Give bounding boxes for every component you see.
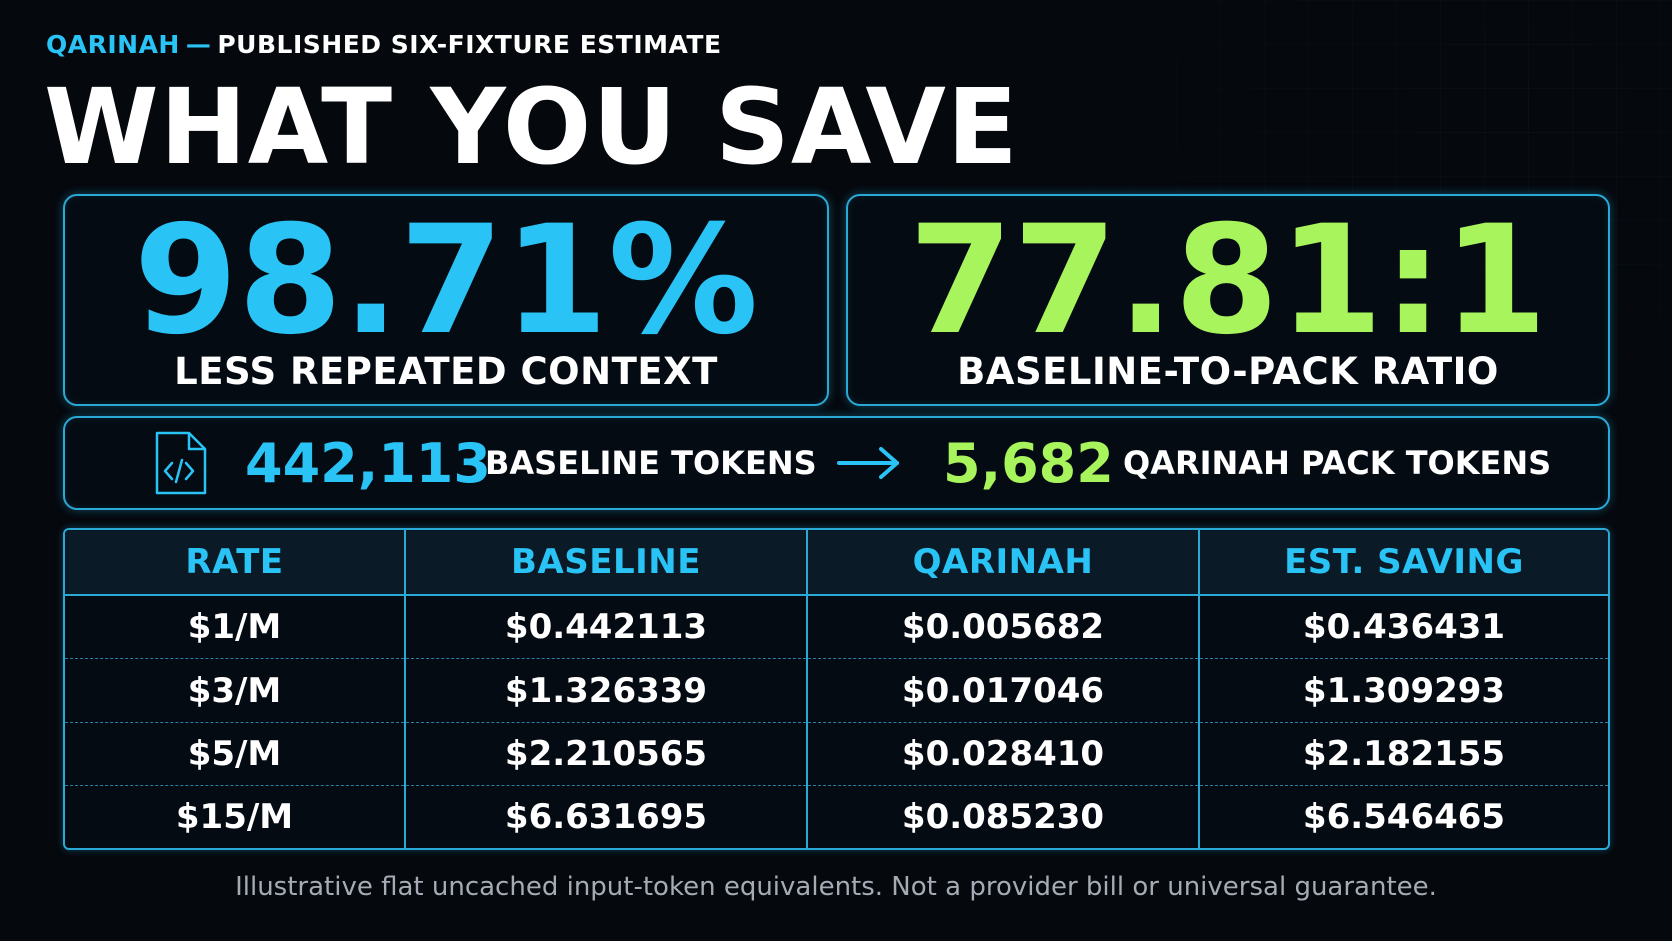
table-cell: $5/M: [65, 722, 406, 786]
ratio-value: 77.81:1: [908, 194, 1548, 368]
table-row: $5/M $2.210565 $0.028410 $2.182155: [65, 722, 1608, 786]
table-cell: $1.309293: [1199, 658, 1608, 723]
token-comparison-strip: 442,113 BASELINE TOKENS 5,682 QARINAH PA…: [63, 416, 1610, 510]
table-cell: $2.182155: [1199, 722, 1608, 786]
arrow-right-icon: [835, 418, 905, 508]
page-kicker: QARINAH — PUBLISHED SIX-FIXTURE ESTIMATE: [46, 30, 722, 59]
table-cell: $15/M: [65, 785, 406, 848]
table-cell: $1/M: [65, 595, 406, 660]
table-cell: $0.028410: [807, 722, 1200, 786]
kicker-text: PUBLISHED SIX-FIXTURE ESTIMATE: [217, 30, 722, 59]
baseline-token-label: BASELINE TOKENS: [485, 444, 817, 482]
table-cell: $0.017046: [807, 658, 1200, 723]
table-cell: $0.442113: [405, 595, 808, 660]
table-row: $15/M $6.631695 $0.085230 $6.546465: [65, 785, 1608, 848]
disclaimer-footnote: Illustrative flat uncached input-token e…: [235, 872, 1437, 902]
reduction-label: LESS REPEATED CONTEXT: [174, 350, 718, 393]
table-cell: $2.210565: [405, 722, 808, 786]
column-header-baseline: BASELINE: [405, 530, 808, 596]
table-cell: $6.631695: [405, 785, 808, 848]
ratio-label: BASELINE-TO-PACK RATIO: [957, 350, 1499, 393]
column-header-rate: RATE: [65, 530, 406, 596]
code-file-icon: [155, 431, 207, 495]
table-cell: $0.085230: [807, 785, 1200, 848]
table-row: $3/M $1.326339 $0.017046 $1.309293: [65, 658, 1608, 723]
page-title: WHAT YOU SAVE: [44, 66, 1019, 188]
kicker-separator: —: [185, 30, 212, 59]
column-header-saving: EST. SAVING: [1199, 530, 1608, 596]
pack-token-count: 5,682: [943, 431, 1114, 495]
table-cell: $3/M: [65, 658, 406, 723]
savings-table: RATE BASELINE QARINAH EST. SAVING $1/M $…: [63, 528, 1610, 850]
table-row: $1/M $0.442113 $0.005682 $0.436431: [65, 595, 1608, 660]
baseline-token-count: 442,113: [245, 431, 491, 495]
table-cell: $0.436431: [1199, 595, 1608, 660]
ratio-stat-card: 77.81:1 BASELINE-TO-PACK RATIO: [846, 194, 1610, 406]
table-cell: $6.546465: [1302, 796, 1506, 837]
column-header-qarinah: QARINAH: [807, 530, 1200, 596]
table-cell: $0.005682: [807, 595, 1200, 660]
pack-token-label: QARINAH PACK TOKENS: [1123, 444, 1552, 482]
brand-name: QARINAH: [46, 30, 180, 59]
table-cell: $1.326339: [405, 658, 808, 723]
reduction-value: 98.71%: [133, 194, 759, 368]
reduction-stat-card: 98.71% LESS REPEATED CONTEXT: [63, 194, 829, 406]
table-header-row: RATE BASELINE QARINAH EST. SAVING: [65, 530, 1608, 596]
